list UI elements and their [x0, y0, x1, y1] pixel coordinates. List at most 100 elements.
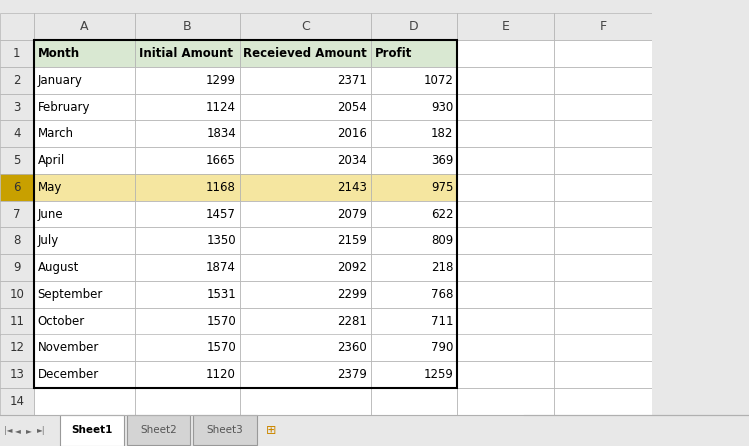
Text: 930: 930: [431, 100, 453, 114]
Bar: [135, 174, 240, 201]
Text: ►|: ►|: [37, 426, 46, 435]
Text: 2054: 2054: [337, 100, 367, 114]
Bar: [0, 361, 34, 388]
Bar: [457, 227, 554, 254]
Text: April: April: [37, 154, 64, 167]
Bar: [554, 120, 652, 147]
Text: 1120: 1120: [206, 368, 236, 381]
Bar: [0, 415, 749, 446]
Bar: [457, 174, 554, 201]
Bar: [371, 308, 457, 334]
Text: 2079: 2079: [337, 207, 367, 221]
Text: 1874: 1874: [206, 261, 236, 274]
Bar: [34, 174, 135, 201]
Bar: [554, 308, 652, 334]
Bar: [34, 13, 135, 40]
Bar: [240, 281, 371, 308]
Text: 10: 10: [10, 288, 24, 301]
Bar: [34, 308, 135, 334]
Text: August: August: [37, 261, 79, 274]
Text: January: January: [37, 74, 82, 87]
Text: Initial Amount: Initial Amount: [139, 47, 233, 60]
Bar: [371, 334, 457, 361]
Text: 768: 768: [431, 288, 453, 301]
Bar: [34, 94, 135, 120]
Bar: [457, 201, 554, 227]
Bar: [0, 281, 34, 308]
Bar: [0, 201, 34, 227]
Bar: [457, 281, 554, 308]
Text: 1124: 1124: [206, 100, 236, 114]
Bar: [554, 361, 652, 388]
Bar: [554, 40, 652, 67]
Bar: [371, 120, 457, 147]
Bar: [127, 415, 190, 445]
Bar: [240, 13, 371, 40]
Bar: [135, 147, 240, 174]
Text: 1: 1: [13, 47, 21, 60]
Text: 1531: 1531: [206, 288, 236, 301]
Text: 1168: 1168: [206, 181, 236, 194]
Bar: [34, 281, 135, 308]
Text: 711: 711: [431, 314, 453, 328]
Text: 809: 809: [431, 234, 453, 248]
Text: Sheet2: Sheet2: [140, 425, 177, 435]
Bar: [240, 120, 371, 147]
Bar: [240, 388, 371, 415]
Text: 622: 622: [431, 207, 453, 221]
Text: 1570: 1570: [206, 341, 236, 355]
Bar: [0, 174, 34, 201]
Text: 2016: 2016: [337, 127, 367, 140]
Text: 2092: 2092: [337, 261, 367, 274]
Bar: [457, 254, 554, 281]
Text: 2379: 2379: [337, 368, 367, 381]
Bar: [240, 94, 371, 120]
Text: December: December: [37, 368, 99, 381]
Text: 11: 11: [9, 314, 25, 328]
Bar: [652, 13, 749, 415]
Bar: [135, 281, 240, 308]
Text: March: March: [37, 127, 73, 140]
Bar: [0, 94, 34, 120]
Bar: [371, 147, 457, 174]
Text: Month: Month: [37, 47, 79, 60]
Text: October: October: [37, 314, 85, 328]
Text: ◄: ◄: [15, 426, 21, 435]
Bar: [457, 40, 554, 67]
Text: February: February: [37, 100, 90, 114]
Bar: [240, 201, 371, 227]
Text: 1259: 1259: [423, 368, 453, 381]
Bar: [554, 254, 652, 281]
Bar: [34, 334, 135, 361]
Bar: [240, 361, 371, 388]
Bar: [554, 281, 652, 308]
Text: May: May: [37, 181, 62, 194]
Text: 1457: 1457: [206, 207, 236, 221]
Text: July: July: [37, 234, 58, 248]
Bar: [240, 254, 371, 281]
Text: 2360: 2360: [337, 341, 367, 355]
Bar: [554, 67, 652, 94]
Bar: [457, 13, 554, 40]
Text: Profit: Profit: [374, 47, 412, 60]
Bar: [135, 361, 240, 388]
Bar: [240, 147, 371, 174]
Text: June: June: [37, 207, 63, 221]
Text: 3: 3: [13, 100, 20, 114]
Text: ⊞: ⊞: [266, 424, 276, 437]
Bar: [554, 174, 652, 201]
Text: Sheet3: Sheet3: [207, 425, 243, 435]
Bar: [371, 174, 457, 201]
Bar: [554, 13, 652, 40]
Bar: [34, 67, 135, 94]
Text: F: F: [599, 20, 607, 33]
Text: 13: 13: [10, 368, 24, 381]
Bar: [0, 308, 34, 334]
Bar: [240, 67, 371, 94]
Bar: [135, 308, 240, 334]
Bar: [371, 361, 457, 388]
Bar: [34, 201, 135, 227]
Bar: [554, 147, 652, 174]
Text: 1350: 1350: [206, 234, 236, 248]
Bar: [371, 281, 457, 308]
